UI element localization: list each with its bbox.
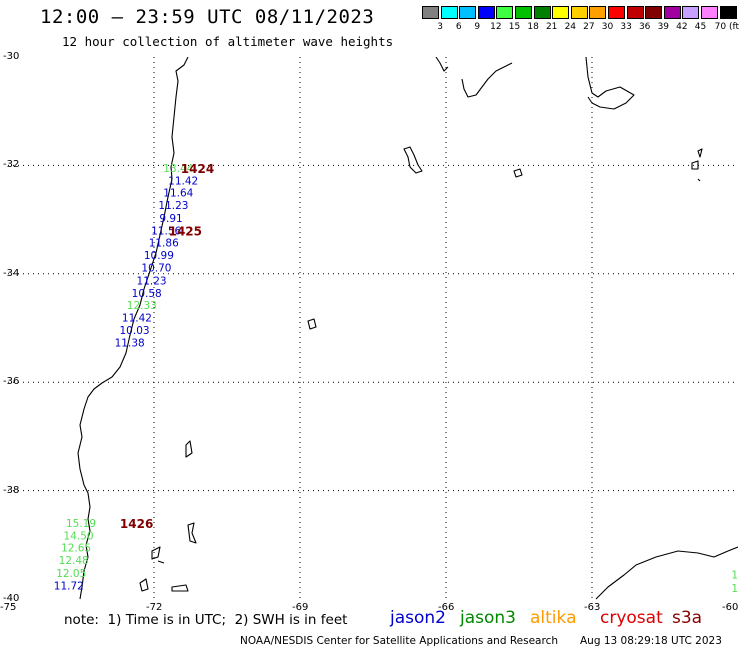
- lat-label: -40: [3, 593, 20, 604]
- lat-label: -34: [3, 267, 20, 279]
- scale-label: 39: [657, 22, 670, 32]
- wave-height-label: 13.44: [163, 163, 193, 175]
- coastline: [403, 146, 423, 174]
- lon-label: -66: [438, 602, 455, 613]
- scale-label: 12: [490, 22, 502, 32]
- coastline: [691, 148, 703, 182]
- coastline: [185, 440, 193, 458]
- time-label: 1426: [120, 517, 153, 531]
- wave-height-label: 11.23: [137, 275, 167, 287]
- scale-swatch: [682, 6, 700, 19]
- scale-swatch: [626, 6, 644, 19]
- credit-text: NOAA/NESDIS Center for Satellite Applica…: [240, 635, 558, 647]
- lat-label: -30: [3, 51, 20, 62]
- wave-height-label: 10.03: [120, 325, 150, 337]
- scale-swatch: [459, 6, 477, 19]
- scale-label: 70 (ft): [714, 22, 740, 32]
- scale-swatch: [701, 6, 718, 19]
- coastline: [171, 584, 189, 592]
- legend-cryosat: cryosat: [600, 608, 663, 628]
- wave-height-label: 11.23: [158, 200, 188, 212]
- lon-label: -72: [146, 602, 163, 613]
- lat-label: -32: [3, 159, 20, 171]
- time-label: 1425: [169, 224, 202, 238]
- timestamp-text: Aug 13 08:29:18 UTC 2023: [580, 635, 722, 647]
- coastline: [139, 546, 165, 592]
- wave-height-label: 9.91: [159, 213, 182, 225]
- wave-height-label: 11.72: [54, 580, 84, 592]
- scale-label: 21: [545, 22, 558, 32]
- scale-swatch: [570, 6, 588, 19]
- coastline: [187, 522, 197, 544]
- wave-height-label: 15.19: [66, 518, 96, 530]
- scale-swatch: [663, 6, 681, 19]
- wave-height-label: 11.86: [149, 237, 179, 249]
- scale-label: 27: [583, 22, 595, 32]
- lon-label: -75: [0, 602, 17, 613]
- scale-label: 42: [676, 22, 688, 32]
- wave-height-label: 10.70: [141, 262, 171, 274]
- scale-label: 30: [601, 22, 614, 32]
- scale-label: 18: [527, 22, 539, 32]
- wave-height-label: 11.42: [168, 176, 198, 188]
- map-title: 12:00 – 23:59 UTC 08/11/2023: [40, 6, 375, 28]
- wave-height-label: 12.65: [61, 543, 91, 555]
- map-plot: 13.4411.4211.6411.239.9111.5611.8610.991…: [8, 57, 738, 600]
- coastline: [585, 57, 635, 110]
- wave-height-label: 10.58: [132, 288, 162, 300]
- legend-s3a: s3a: [672, 608, 703, 628]
- coastline: [595, 546, 738, 600]
- coastline: [435, 57, 513, 98]
- scale-label: 33: [620, 22, 632, 32]
- legend-altika: altika: [530, 608, 577, 628]
- scale-swatch: [552, 6, 570, 19]
- coastline: [513, 168, 523, 178]
- scale-swatch: [477, 6, 495, 19]
- scale-swatch: [608, 6, 625, 19]
- scale-swatch: [496, 6, 514, 19]
- wave-height-label: 12.05: [56, 568, 86, 580]
- scale-label: 3: [437, 22, 443, 32]
- time-label: 1424: [181, 162, 214, 176]
- wave-height-label: 10.99: [144, 250, 174, 262]
- wave-height-label: 14.50: [64, 531, 94, 543]
- wave-height-label: 12.48: [59, 555, 89, 567]
- scale-swatch: [422, 6, 439, 19]
- coastline: [307, 318, 317, 330]
- scale-label: 6: [455, 22, 462, 32]
- wave-height-label: 12.33: [127, 300, 157, 312]
- wave-height-label: 11.56: [151, 225, 181, 237]
- scale-label: 15: [508, 22, 521, 32]
- wave-height-label: 11.38: [115, 338, 145, 350]
- scale-label: 24: [564, 22, 577, 32]
- scale-swatch: [589, 6, 607, 19]
- scale-swatch: [719, 6, 737, 19]
- scale-swatch: [533, 6, 551, 19]
- lon-label: -63: [584, 602, 601, 613]
- lat-label: -36: [3, 376, 20, 388]
- note-text: note: 1) Time is in UTC; 2) SWH is in fe…: [64, 612, 348, 628]
- lon-label: -69: [292, 602, 309, 613]
- scale-label: 36: [638, 22, 651, 32]
- wave-height-label: 11.42: [122, 313, 152, 325]
- scale-swatch: [515, 6, 532, 19]
- wave-height-label: 13: [731, 570, 738, 582]
- scale-swatch: [645, 6, 663, 19]
- scale-swatch: [440, 6, 458, 19]
- legend-jason2: jason2: [390, 608, 446, 628]
- map-subtitle: 12 hour collection of altimeter wave hei…: [62, 34, 394, 49]
- wave-height-label: 13: [731, 583, 738, 595]
- scale-label: 45: [694, 22, 707, 32]
- wave-height-label: 11.64: [163, 188, 193, 200]
- lat-label: -38: [3, 484, 20, 496]
- legend-jason3: jason3: [460, 608, 516, 628]
- coastline: [77, 57, 189, 600]
- scale-label: 9: [474, 22, 481, 32]
- lon-label: -60: [722, 602, 739, 613]
